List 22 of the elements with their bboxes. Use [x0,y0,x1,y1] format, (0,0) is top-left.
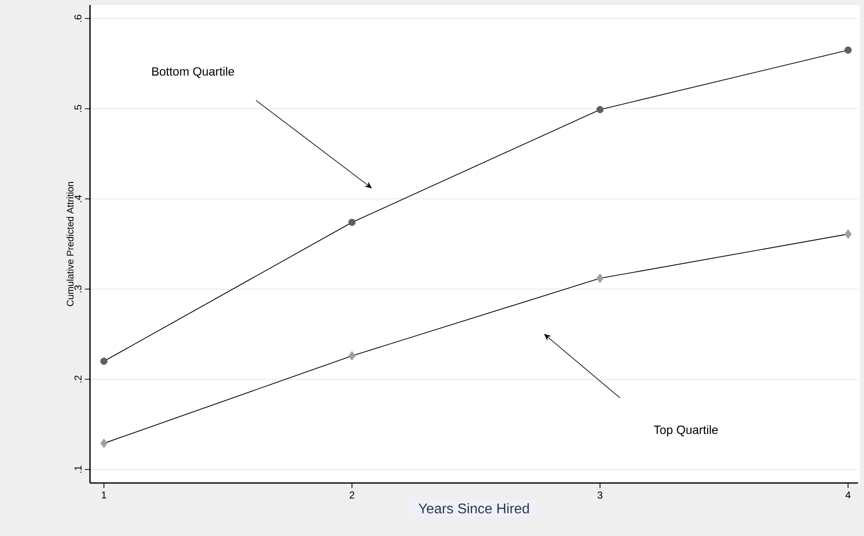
point [844,46,852,54]
point [596,106,604,114]
y-tick-label: .3 [74,285,82,292]
x-tick-label: 1 [102,492,106,498]
point [100,358,108,365]
x-tick-label: 2 [350,492,354,499]
point [596,274,604,283]
y-tick-label: .5 [74,104,82,112]
point [348,351,356,360]
point [844,229,852,239]
x-axis-title: Years Since Hired [418,503,529,514]
annotation: Bottom Quartile [152,66,234,78]
y-tick-label: .2 [74,376,82,383]
y-tick-label: .6 [74,14,82,22]
x-tick-label: 4 [846,492,851,498]
y-tick-label: .4 [74,195,82,202]
y-tick-label: .1 [74,466,82,473]
point [348,218,356,226]
y-axis-title: Cumulative Predicted Attrition [66,182,74,306]
annotation: Top Quartile [654,425,718,436]
x-tick-label: 3 [598,492,602,499]
point [100,438,108,448]
